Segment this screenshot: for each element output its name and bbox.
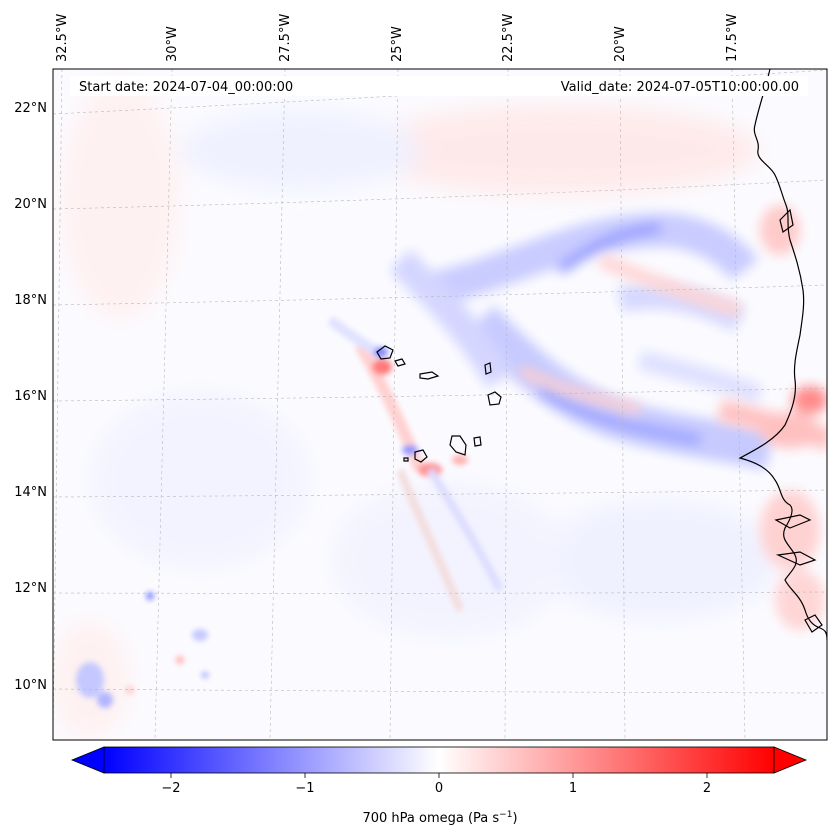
lat-label: 22°N: [14, 101, 47, 116]
colorbar-tick-label: −2: [161, 781, 180, 796]
africa-coast: [738, 69, 827, 641]
lon-label: 20°W: [613, 26, 628, 62]
map-frame: [52, 68, 828, 741]
lon-label: 30°W: [165, 26, 180, 62]
lon-label: 22.5°W: [501, 14, 516, 62]
lat-label: 10°N: [14, 678, 47, 693]
lon-label: 17.5°W: [725, 14, 740, 62]
colorbar-extend-low: [70, 746, 105, 774]
island-boa-vista: [487, 391, 502, 406]
island-fogo: [414, 449, 428, 463]
latitude-labels: 22°N 20°N 18°N 16°N 14°N 12°N 10°N: [14, 101, 47, 693]
lon-label: 27.5°W: [278, 14, 293, 62]
coastline: [376, 69, 827, 641]
colorbar-ticks: −2 −1 0 1 2: [161, 773, 711, 796]
graticule: [53, 69, 827, 740]
island-santo-antao: [376, 345, 394, 360]
lon-label: 32.5°W: [55, 14, 70, 62]
lat-label: 18°N: [14, 293, 47, 308]
lat-label: 12°N: [14, 581, 47, 596]
omega-field: [53, 69, 827, 740]
header-band: [70, 76, 808, 96]
colorbar: −2 −1 0 1 2 700 hPa omega (Pa s−1): [70, 746, 808, 826]
colorbar-tick-label: 2: [703, 781, 711, 796]
longitude-labels: 32.5°W 30°W 27.5°W 25°W 22.5°W 20°W 17.5…: [55, 14, 740, 62]
colorbar-tick-label: 1: [569, 781, 577, 796]
colorbar-tick-label: 0: [435, 781, 443, 796]
colorbar-extend-high: [773, 746, 808, 774]
lon-label: 25°W: [390, 26, 405, 62]
colorbar-body: [103, 746, 775, 774]
colorbar-tick-label: −1: [295, 781, 314, 796]
lat-label: 16°N: [14, 389, 47, 404]
lat-label: 14°N: [14, 485, 47, 500]
island-santiago: [449, 435, 467, 456]
colorbar-label: 700 hPa omega (Pa s−1): [362, 810, 517, 826]
start-date-text: Start date: 2024-07-04_00:00:00: [79, 80, 293, 95]
valid-date-text: Valid_date: 2024-07-05T10:00:00.00: [561, 80, 799, 95]
lat-label: 20°N: [14, 197, 47, 212]
